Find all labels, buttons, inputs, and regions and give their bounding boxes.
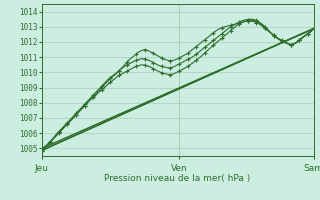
- X-axis label: Pression niveau de la mer( hPa ): Pression niveau de la mer( hPa ): [104, 174, 251, 183]
